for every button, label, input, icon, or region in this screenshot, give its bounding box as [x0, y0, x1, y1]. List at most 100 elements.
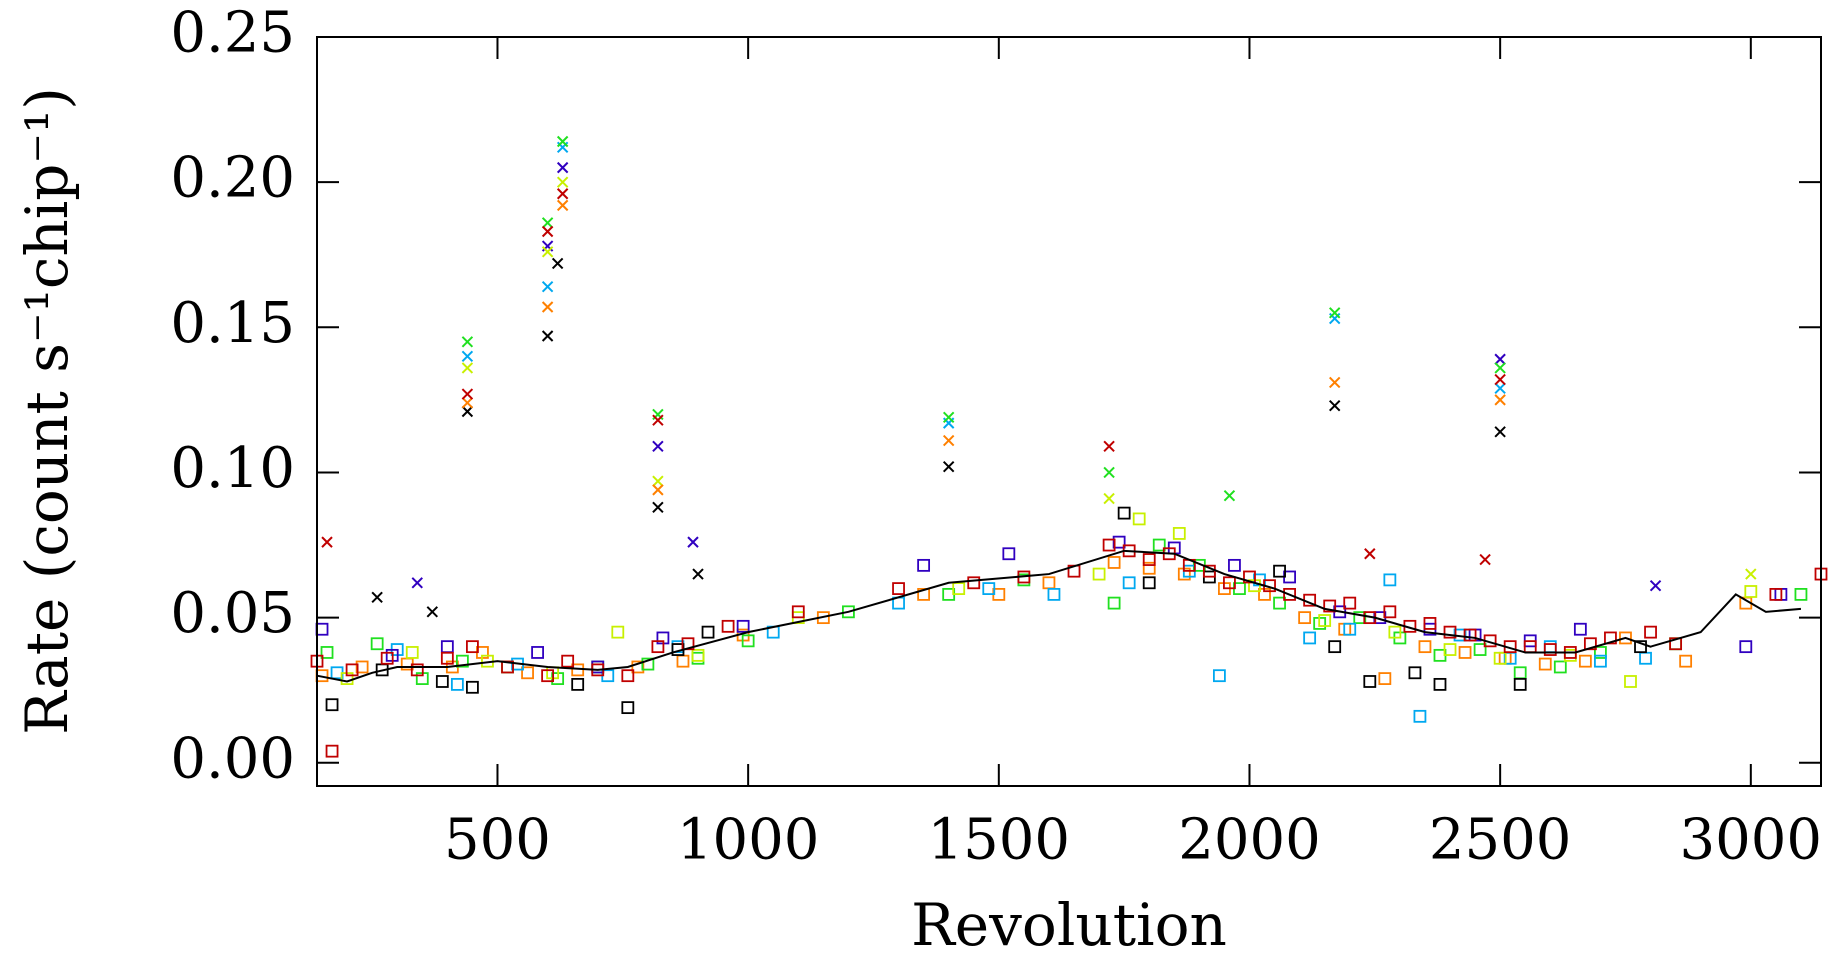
data-point — [1679, 654, 1693, 668]
data-point — [541, 301, 554, 313]
data-point — [1343, 622, 1357, 636]
data-point — [1649, 579, 1662, 592]
data-point — [450, 677, 464, 691]
data-point — [325, 698, 339, 712]
y-axis-label: Rate (count s⁻¹chip⁻¹) — [13, 87, 81, 735]
x-tick-label: 1000 — [677, 808, 820, 873]
data-point — [952, 582, 966, 595]
data-point — [1513, 677, 1527, 691]
data-point — [1273, 596, 1286, 610]
data-point — [1494, 373, 1506, 386]
data-point — [1418, 640, 1432, 654]
data-point — [652, 484, 664, 496]
data-point — [1794, 587, 1808, 601]
data-point — [1769, 587, 1783, 601]
data-point — [461, 362, 474, 374]
data-point — [541, 280, 554, 293]
data-point — [741, 634, 755, 648]
data-point — [371, 591, 383, 604]
data-point — [370, 637, 384, 651]
data-point — [466, 680, 479, 694]
data-point — [435, 675, 449, 688]
plot-area — [310, 135, 1828, 758]
data-point — [1594, 646, 1607, 659]
data-point — [1107, 556, 1121, 569]
data-point — [541, 669, 555, 683]
y-tick-label: 0.00 — [170, 726, 295, 791]
data-point — [691, 651, 705, 665]
y-tick-label: 0.10 — [170, 436, 295, 501]
data-point — [315, 622, 329, 636]
data-point — [440, 651, 454, 665]
data-point — [561, 654, 575, 668]
data-point — [621, 701, 635, 715]
data-point — [556, 135, 569, 148]
data-point — [611, 625, 625, 639]
data-point — [1363, 675, 1377, 688]
data-point — [1142, 576, 1156, 590]
data-point — [1644, 625, 1657, 639]
data-point — [1538, 657, 1552, 671]
y-tick-label: 0.15 — [170, 291, 295, 356]
data-point — [551, 257, 564, 270]
data-point — [410, 663, 424, 677]
data-point — [892, 582, 905, 595]
data-point — [1329, 376, 1341, 389]
data-point — [461, 336, 474, 348]
x-tick-label: 500 — [444, 808, 551, 873]
data-point — [1117, 506, 1131, 520]
data-point — [1594, 654, 1607, 668]
data-point — [1463, 628, 1477, 642]
data-point — [1639, 651, 1652, 665]
data-point — [736, 619, 750, 633]
data-point — [321, 536, 333, 548]
data-point — [1479, 553, 1491, 566]
y-tick-label: 0.20 — [170, 146, 295, 211]
data-point — [461, 350, 474, 363]
data-point — [641, 657, 655, 671]
trend-line — [316, 549, 1802, 683]
data-point — [631, 660, 645, 674]
data-point — [325, 744, 339, 758]
data-point — [405, 646, 419, 659]
data-point — [455, 654, 469, 668]
data-point — [1669, 637, 1683, 651]
data-point — [1329, 399, 1341, 412]
data-point — [1494, 426, 1506, 438]
data-point — [556, 161, 569, 174]
data-point — [1103, 440, 1115, 453]
data-point — [541, 246, 554, 258]
data-point — [1543, 640, 1557, 654]
data-point — [1573, 622, 1587, 636]
data-point — [652, 475, 664, 487]
data-point — [982, 582, 996, 595]
data-point — [676, 654, 690, 668]
data-point — [691, 648, 705, 662]
data-point — [1243, 570, 1256, 584]
data-point — [1103, 492, 1115, 505]
data-point — [571, 677, 585, 691]
data-point — [521, 666, 534, 680]
data-point — [440, 640, 454, 654]
data-point — [1329, 307, 1341, 319]
data-point — [1107, 596, 1121, 610]
data-point — [461, 397, 474, 409]
data-point — [1102, 538, 1116, 552]
x-tick-label: 3000 — [1680, 808, 1823, 873]
data-point — [1624, 675, 1637, 688]
data-point — [791, 605, 805, 619]
data-point — [1042, 576, 1056, 590]
data-point — [1142, 553, 1156, 566]
data-point — [1364, 548, 1376, 560]
data-point — [531, 646, 544, 659]
data-point — [1494, 394, 1506, 406]
y-tick-label: 0.05 — [170, 581, 295, 646]
data-point — [556, 199, 569, 212]
data-point — [1047, 587, 1061, 601]
data-point — [461, 388, 474, 400]
data-point — [1328, 640, 1342, 654]
data-point — [1223, 576, 1236, 590]
data-point — [556, 176, 569, 188]
data-point — [1213, 669, 1226, 683]
data-point — [1383, 605, 1397, 619]
